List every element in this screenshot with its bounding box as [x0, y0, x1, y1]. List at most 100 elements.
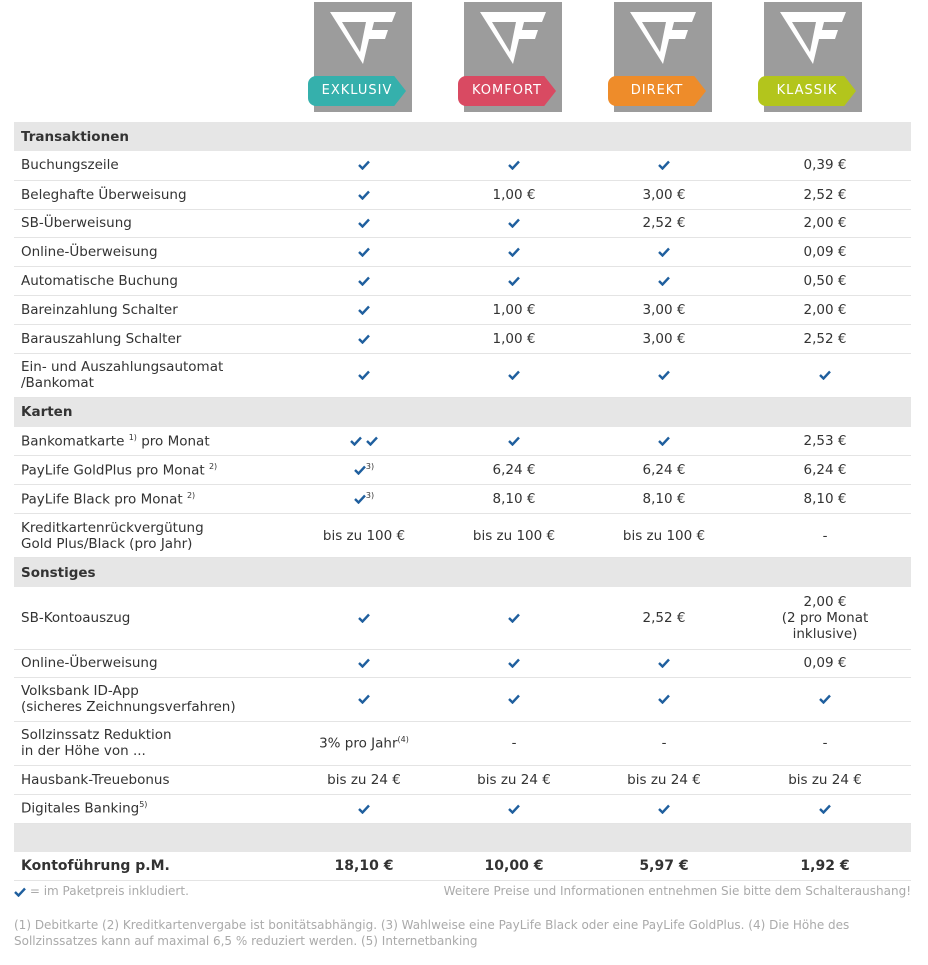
- price-cell: 6,24 €: [589, 455, 739, 485]
- table-row: Sollzinssatz Reduktion in der Höhe von ..…: [14, 721, 912, 766]
- table-row: PayLife Black pro Monat 2) 3) 8,10 € 8,1…: [14, 484, 912, 514]
- check-icon: [349, 436, 362, 446]
- price-cell: 0,50 €: [739, 266, 912, 296]
- legend-text: = im Paketpreis inkludiert.: [29, 884, 189, 898]
- check-icon: [358, 247, 370, 257]
- total-row: Kontoführung p.M. 18,10 € 10,00 € 5,97 €…: [14, 851, 912, 881]
- table-row: SB-Überweisung 2,52 € 2,00 €: [14, 209, 912, 238]
- row-label: Bankomatkarte 1) pro Monat: [14, 426, 289, 456]
- check-icon: [819, 804, 831, 814]
- package-klassik[interactable]: KLASSIK: [758, 2, 862, 112]
- price-cell: 1,00 €: [439, 180, 589, 210]
- price-cell: -: [739, 721, 912, 766]
- section-karten: Karten: [14, 397, 912, 427]
- price-cell: 8,10 €: [739, 484, 912, 514]
- price-cell: 0,39 €: [739, 151, 912, 181]
- legend: = im Paketpreis inkludiert. Weitere Prei…: [14, 884, 911, 902]
- check-icon: [508, 247, 520, 257]
- package-komfort[interactable]: KOMFORT: [458, 2, 562, 112]
- total-price: 10,00 €: [439, 851, 589, 881]
- check-icon: [508, 276, 520, 286]
- package-label-komfort: KOMFORT: [458, 76, 556, 106]
- footnotes: (1) Debitkarte (2) Kreditkartenvergabe i…: [14, 918, 850, 948]
- table-row: Beleghafte Überweisung 1,00 € 3,00 € 2,5…: [14, 180, 912, 210]
- section-sonstiges: Sonstiges: [14, 557, 912, 587]
- check-icon: [658, 694, 670, 704]
- price-cell: 0,09 €: [739, 649, 912, 678]
- table-row: Online-Überweisung 0,09 €: [14, 649, 912, 678]
- package-label-exklusiv: EXKLUSIV: [308, 76, 406, 106]
- check-icon: [819, 370, 831, 380]
- price-cell: 8,10 €: [589, 484, 739, 514]
- check-icon: [358, 658, 370, 668]
- check-icon: [508, 160, 520, 171]
- check-icon: [508, 370, 520, 380]
- check-icon: [14, 887, 26, 897]
- check-icon: [358, 613, 370, 623]
- check-icon: [658, 160, 670, 171]
- price-cell: bis zu 100 €: [439, 513, 589, 558]
- total-price: 18,10 €: [289, 851, 439, 881]
- price-cell: bis zu 24 €: [289, 765, 439, 795]
- price-cell: 2,52 €: [739, 180, 912, 210]
- price-cell: 8,10 €: [439, 484, 589, 514]
- table-row: Online-Überweisung 0,09 €: [14, 237, 912, 267]
- table-row: Ein- und Auszahlungsautomat/Bankomat: [14, 353, 912, 398]
- check-icon: [508, 804, 520, 814]
- price-cell: bis zu 100 €: [289, 513, 439, 558]
- table-row: Bankomatkarte 1) pro Monat 2,53 €: [14, 426, 912, 456]
- price-cell: 2,53 €: [739, 426, 912, 456]
- row-label: Volksbank ID-App (sicheres Zeichnungsverf…: [14, 677, 289, 722]
- row-label: Hausbank-Treuebonus: [14, 765, 289, 795]
- volksbank-logo-icon: [630, 12, 696, 64]
- volksbank-logo-icon: [480, 12, 546, 64]
- price-cell: 2,00 € (2 pro Monat inklusive): [739, 587, 912, 650]
- package-header: EXKLUSIV KOMFORT DIREKT KLASSIK: [0, 0, 928, 122]
- price-cell: bis zu 24 €: [739, 765, 912, 795]
- check-icon: [358, 694, 370, 704]
- price-cell: 6,24 €: [439, 455, 589, 485]
- spacer-row: [14, 823, 912, 852]
- total-price: 1,92 €: [739, 851, 912, 881]
- total-label: Kontoführung p.M.: [14, 851, 289, 881]
- row-label: PayLife Black pro Monat 2): [14, 484, 289, 514]
- price-table: Transaktionen Buchungszeile 0,39 € Beleg…: [14, 122, 912, 881]
- table-row: Automatische Buchung 0,50 €: [14, 266, 912, 296]
- table-row: Barauszahlung Schalter 1,00 € 3,00 € 2,5…: [14, 324, 912, 354]
- check-icon: [508, 613, 520, 623]
- check-icon: [354, 465, 366, 476]
- price-cell: 1,00 €: [439, 295, 589, 325]
- price-cell: 0,09 €: [739, 237, 912, 267]
- table-row: SB-Kontoauszug 2,52 € 2,00 € (2 pro Monat…: [14, 587, 912, 650]
- table-row: Volksbank ID-App (sicheres Zeichnungsverf…: [14, 677, 912, 722]
- check-icon: [358, 305, 370, 315]
- table-row: Kreditkartenrückvergütung Gold Plus/Black…: [14, 513, 912, 558]
- check-icon: [819, 694, 831, 704]
- check-icon: [658, 804, 670, 814]
- price-cell: 6,24 €: [739, 455, 912, 485]
- check-icon: [508, 436, 520, 446]
- check-icon: [354, 494, 366, 505]
- table-row: Bareinzahlung Schalter 1,00 € 3,00 € 2,0…: [14, 295, 912, 325]
- price-cell: 3,00 €: [589, 295, 739, 325]
- price-cell: -: [739, 513, 912, 558]
- volksbank-logo-icon: [780, 12, 846, 64]
- row-label: Barauszahlung Schalter: [14, 324, 289, 354]
- row-label: Online-Überweisung: [14, 237, 289, 267]
- row-label: Kreditkartenrückvergütung Gold Plus/Black…: [14, 513, 289, 558]
- section-transaktionen: Transaktionen: [14, 122, 912, 151]
- table-row: Buchungszeile 0,39 €: [14, 151, 912, 181]
- volksbank-logo-icon: [330, 12, 396, 64]
- row-label: Beleghafte Überweisung: [14, 180, 289, 210]
- package-direkt[interactable]: DIREKT: [608, 2, 712, 112]
- legend-note: Weitere Preise und Informationen entnehm…: [443, 884, 911, 898]
- check-icon: [508, 658, 520, 668]
- price-cell: 1,00 €: [439, 324, 589, 354]
- price-cell: bis zu 100 €: [589, 513, 739, 558]
- price-cell: -: [589, 721, 739, 766]
- check-icon: [358, 218, 370, 228]
- price-cell: -: [439, 721, 589, 766]
- row-label: SB-Kontoauszug: [14, 587, 289, 650]
- package-exklusiv[interactable]: EXKLUSIV: [308, 2, 412, 112]
- price-cell: 2,00 €: [739, 295, 912, 325]
